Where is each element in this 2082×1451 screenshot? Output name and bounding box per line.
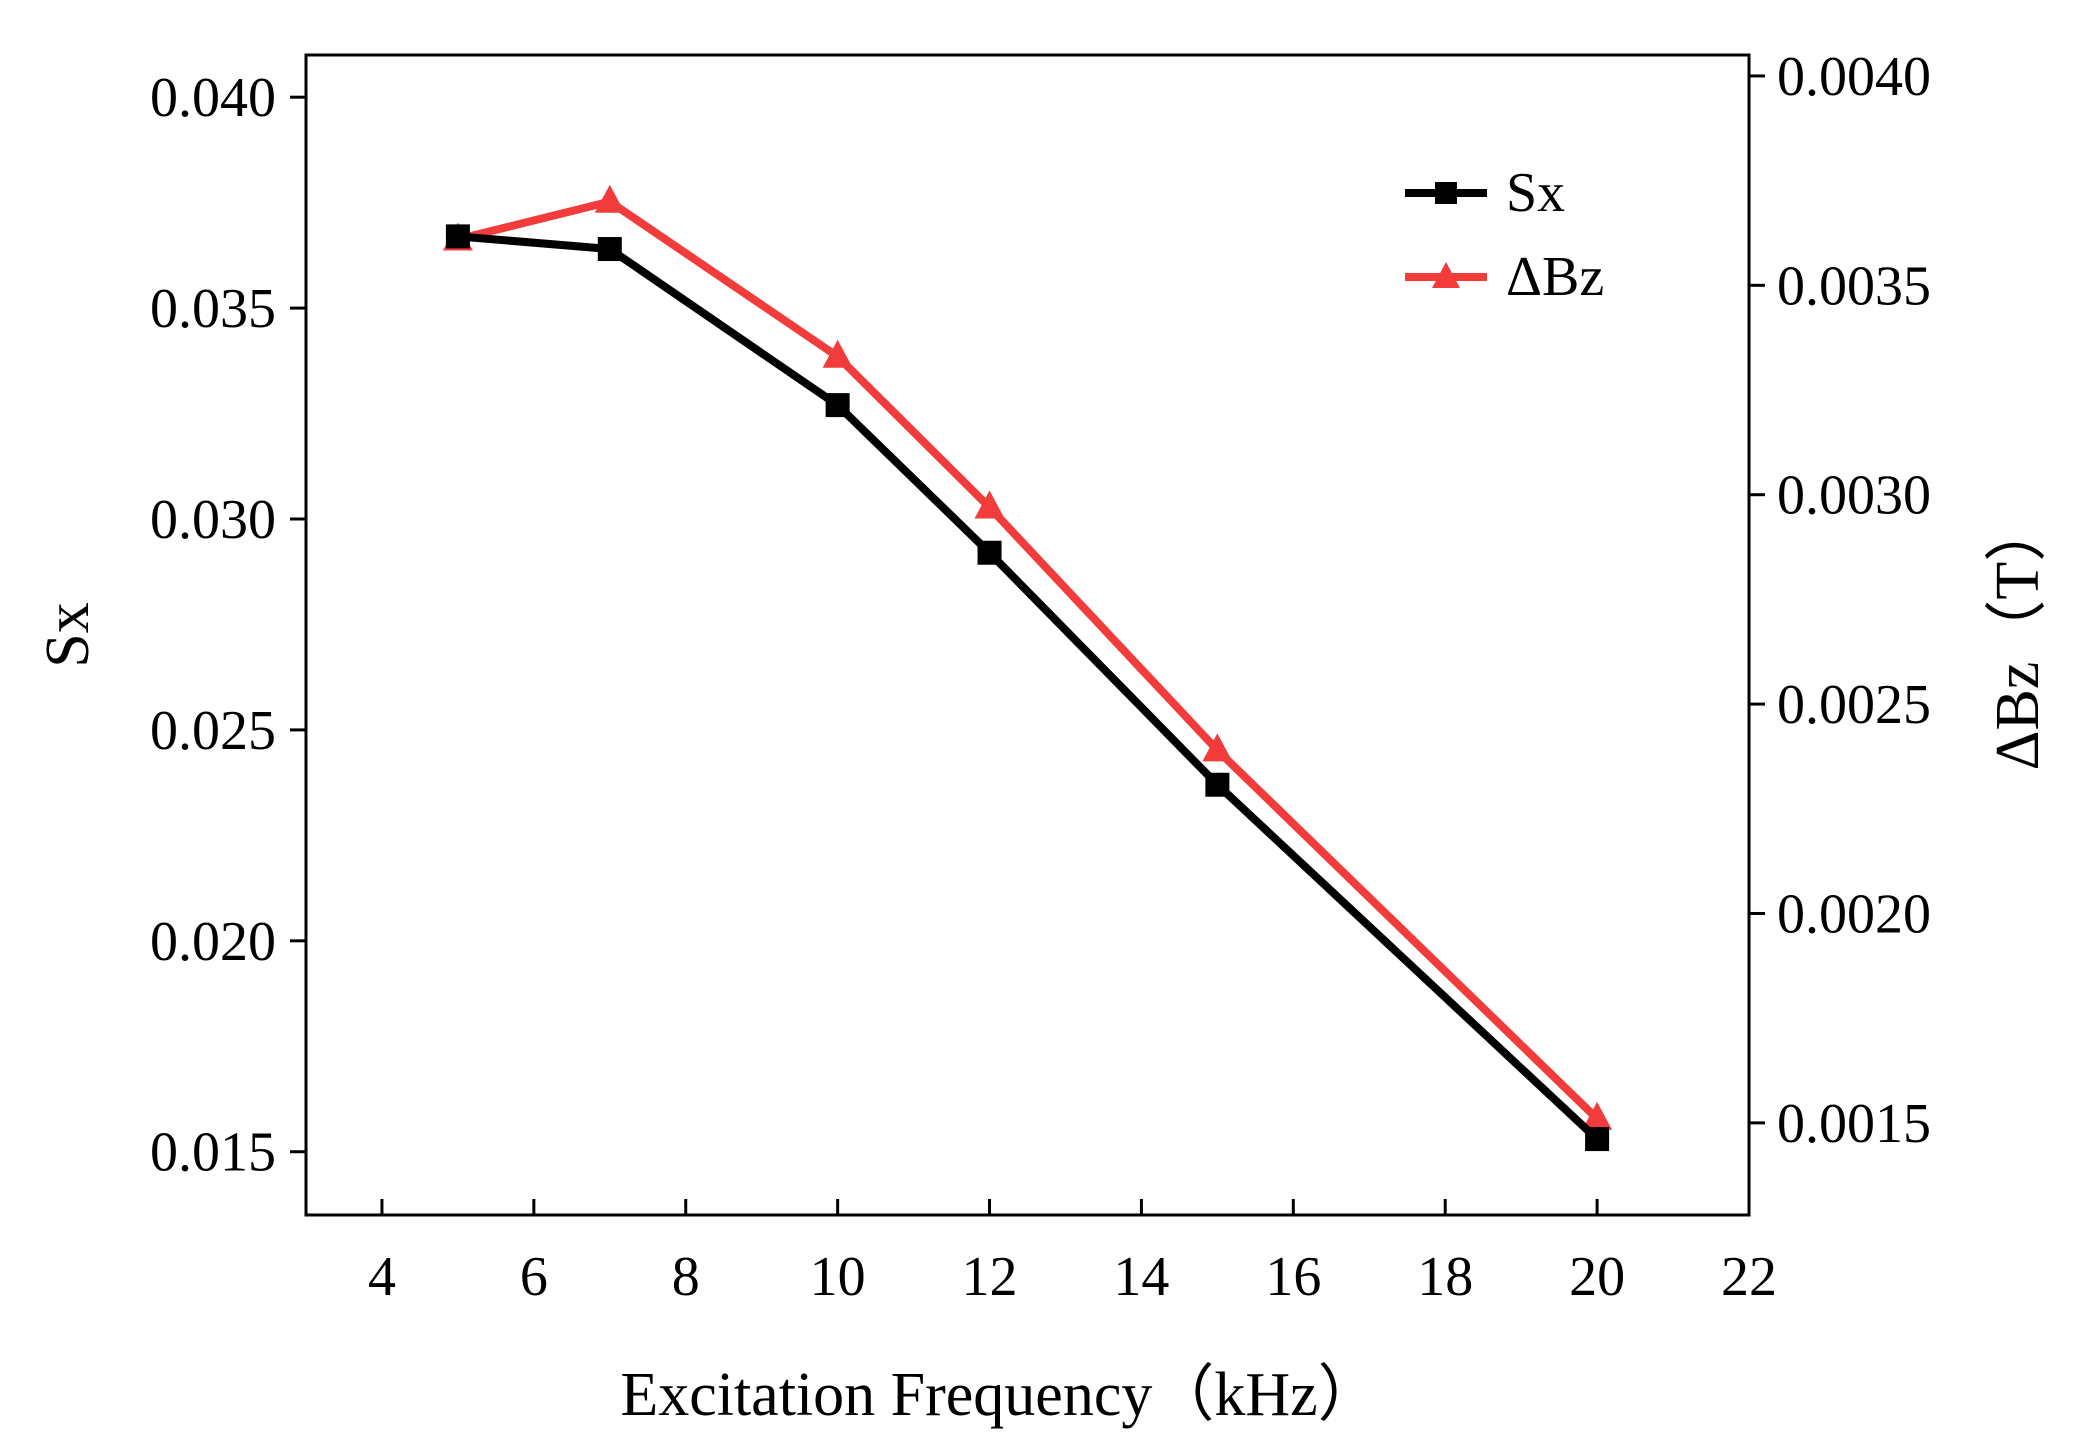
right-y-axis-ticks: 0.0015 0.0020 0.0025 0.0030 0.0035 0.0040: [1749, 46, 1931, 1155]
data-point-dbz: [974, 490, 1005, 519]
x-tick-label: 14: [1113, 1246, 1169, 1308]
y2-tick-label: 0.0030: [1777, 465, 1931, 527]
data-point-dbz: [822, 339, 853, 368]
y-tick-label: 0.030: [150, 489, 276, 551]
data-point-dbz: [594, 184, 625, 213]
y2-tick-label: 0.0015: [1777, 1093, 1931, 1155]
x-tick-label: 20: [1569, 1246, 1625, 1308]
data-point-sx: [1205, 772, 1230, 797]
data-point-sx: [1585, 1127, 1610, 1152]
series-line-dbz: [456, 197, 1600, 1122]
y2-tick-label: 0.0020: [1777, 883, 1931, 945]
x-tick-label: 16: [1265, 1246, 1321, 1308]
series-line-sx: [457, 232, 1600, 1143]
x-tick-label: 4: [368, 1246, 396, 1308]
data-point-sx: [825, 393, 850, 418]
data-point-dbz: [1582, 1101, 1613, 1130]
y-tick-label: 0.035: [150, 278, 276, 340]
x-tick-label: 8: [672, 1246, 700, 1308]
y-tick-label: 0.025: [150, 700, 276, 762]
y2-axis-title: ΔBz（T）: [1984, 500, 2052, 771]
y2-tick-label: 0.0040: [1777, 46, 1931, 108]
legend-marker-dbz: [1432, 262, 1460, 288]
series-layer: [442, 184, 1613, 1152]
x-axis-ticks: 4 6 8 10 12 14 16 18 20 22: [368, 1199, 1777, 1308]
plot-frame: [304, 53, 1751, 1217]
y2-tick-label: 0.0025: [1777, 674, 1931, 736]
x-axis-title: Excitation Frequency（kHz）: [620, 1361, 1379, 1429]
y-tick-label: 0.020: [150, 911, 276, 973]
y2-tick-label: 0.0035: [1777, 255, 1931, 317]
data-point-dbz: [1202, 733, 1233, 762]
x-tick-label: 12: [962, 1246, 1018, 1308]
y-tick-label: 0.015: [150, 1122, 276, 1184]
data-point-sx: [445, 224, 470, 249]
y-tick-label: 0.040: [150, 67, 276, 129]
x-tick-label: 10: [810, 1246, 866, 1308]
legend-label-dbz: ΔBz: [1506, 246, 1604, 308]
legend-marker-sx: [1435, 182, 1457, 204]
x-tick-label: 18: [1417, 1246, 1473, 1308]
data-point-sx: [977, 540, 1002, 565]
legend: Sx ΔBz: [1405, 162, 1604, 308]
data-point-sx: [597, 237, 622, 262]
y-axis-title: Sx: [34, 602, 102, 667]
legend-label-sx: Sx: [1506, 162, 1565, 224]
left-y-axis-ticks: 0.015 0.020 0.025 0.030 0.035 0.040: [150, 67, 306, 1184]
x-tick-label: 6: [520, 1246, 548, 1308]
x-tick-label: 22: [1721, 1246, 1777, 1308]
